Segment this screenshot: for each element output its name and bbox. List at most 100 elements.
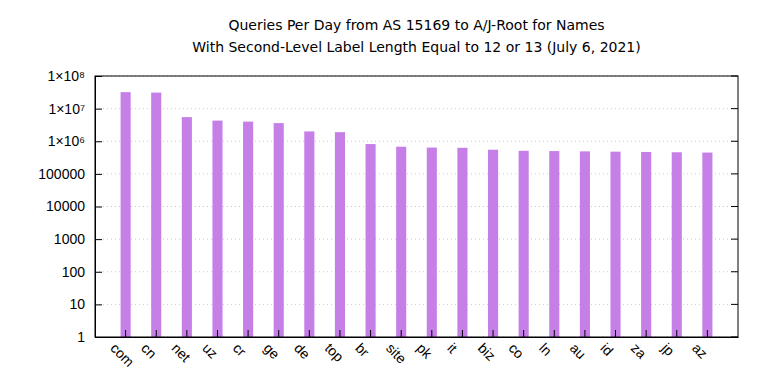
y-tick: 1×10⁸: [48, 68, 102, 84]
x-tick-mark: [646, 330, 647, 337]
x-tick: top: [322, 330, 347, 365]
x-tick-label: ge: [261, 340, 283, 362]
x-tick: de: [291, 330, 313, 362]
x-tick-label: au: [567, 340, 589, 362]
y-tick-mark: [731, 108, 738, 109]
x-axis: comcnnetuzcrgedetopbrsitepkitbizcolnauid…: [96, 330, 739, 370]
x-tick: jp: [658, 330, 678, 359]
x-tick: id: [597, 330, 616, 359]
bar: [335, 132, 345, 337]
y-tick-label: 10: [69, 296, 85, 312]
bar: [121, 92, 131, 337]
y-tick: 10000: [46, 198, 102, 214]
x-tick-mark: [339, 330, 340, 337]
x-tick: ln: [536, 330, 555, 359]
y-tick-mark: [95, 109, 102, 110]
bar: [488, 150, 498, 337]
x-tick-mark: [217, 330, 218, 337]
x-tick-mark: [370, 330, 371, 337]
grid: [95, 76, 738, 337]
x-tick: biz: [475, 330, 499, 364]
x-tick-label: cn: [138, 340, 160, 362]
bar: [243, 122, 253, 337]
x-tick-mark: [125, 330, 126, 337]
x-tick: it: [444, 330, 462, 356]
y-tick: 1×10⁷: [48, 101, 102, 117]
x-tick-label: com: [107, 340, 137, 370]
x-tick: au: [567, 330, 589, 362]
y-ticks-right: [731, 76, 738, 337]
y-tick-mark: [95, 207, 102, 208]
bar: [427, 148, 437, 337]
bar: [702, 153, 712, 337]
y-axis: 1 10 100 1000 10000 100000 1×10⁶ 1×10⁷ 1×10⁸: [38, 68, 102, 345]
y-tick-mark: [731, 141, 738, 142]
x-tick-label: net: [169, 340, 194, 365]
y-tick-label: 1×10⁷: [48, 101, 85, 117]
y-tick-mark: [95, 174, 102, 175]
y-tick: 100: [62, 264, 102, 280]
bar: [457, 148, 467, 337]
y-tick-label: 1000: [54, 231, 85, 247]
subtitle: With Second-Level Label Length Equal to …: [192, 39, 641, 55]
plot-frame: [95, 76, 738, 337]
x-tick-mark: [248, 330, 249, 337]
x-tick-label: de: [291, 340, 313, 362]
x-tick-mark: [523, 330, 524, 337]
x-tick-label: top: [322, 340, 347, 365]
y-tick-mark: [731, 239, 738, 240]
bar: [672, 152, 682, 337]
y-tick-label: 100000: [38, 166, 85, 182]
y-tick-label: 10000: [46, 198, 85, 214]
y-tick: 1×10⁶: [48, 133, 102, 149]
bar: [274, 123, 284, 337]
x-tick-mark: [186, 330, 187, 337]
x-tick-label: jp: [658, 339, 678, 359]
x-tick-label: ln: [536, 340, 555, 359]
x-tick-label: id: [597, 340, 616, 359]
bar: [366, 144, 376, 337]
y-tick: 1: [77, 329, 102, 345]
x-tick: ge: [261, 330, 283, 362]
title: Queries Per Day from AS 15169 to A/J-Roo…: [228, 17, 604, 33]
chart: Queries Per Day from AS 15169 to A/J-Roo…: [0, 0, 768, 384]
x-tick-mark: [615, 330, 616, 337]
x-tick-label: it: [444, 340, 460, 356]
y-tick-mark: [731, 76, 738, 77]
x-tick: net: [169, 330, 194, 365]
y-tick: 100000: [38, 166, 102, 182]
bar: [580, 151, 590, 337]
y-tick: 10: [69, 296, 102, 312]
x-tick-mark: [493, 330, 494, 337]
x-tick: site: [383, 330, 410, 367]
x-tick-label: biz: [475, 340, 499, 364]
bar: [212, 121, 222, 337]
x-tick-label: az: [689, 340, 711, 362]
y-tick-mark: [95, 304, 102, 305]
x-tick-mark: [431, 330, 432, 337]
y-tick-label: 1×10⁸: [48, 68, 86, 84]
x-tick-label: cr: [230, 340, 250, 360]
x-tick: cn: [138, 330, 160, 362]
x-tick: com: [107, 330, 137, 370]
y-tick-mark: [731, 173, 738, 174]
x-tick-label: uz: [199, 340, 221, 362]
bar: [519, 151, 529, 337]
y-tick-label: 100: [62, 264, 86, 280]
x-tick-mark: [462, 330, 463, 337]
x-tick-mark: [309, 330, 310, 337]
x-tick: br: [352, 330, 372, 360]
bar: [396, 147, 406, 337]
x-tick-label: br: [352, 340, 372, 360]
x-tick-label: co: [506, 340, 528, 362]
y-tick-mark: [95, 239, 102, 240]
x-tick-label: pk: [414, 340, 436, 362]
y-tick-mark: [731, 271, 738, 272]
x-tick: co: [506, 330, 528, 362]
y-tick-mark: [731, 206, 738, 207]
bars: [121, 92, 713, 337]
x-tick-mark: [156, 330, 157, 337]
x-tick-mark: [401, 330, 402, 337]
y-tick-mark: [95, 272, 102, 273]
y-tick: 1000: [54, 231, 102, 247]
